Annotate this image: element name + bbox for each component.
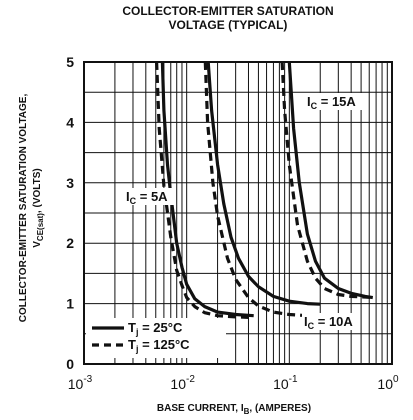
y-tick-label: 2 [66,235,74,251]
x-tick-label: 10-3 [68,374,93,392]
series-line-3 [203,61,321,318]
x-axis-label: BASE CURRENT, IB, (AMPERES) [157,403,311,416]
series-line-5 [280,61,373,300]
legend: Tj = 25°C Tj = 125°C [86,318,226,358]
series-group [155,61,374,320]
svg-text:COLLECTOR-EMITTER SATURATION V: COLLECTOR-EMITTER SATURATION VOLTAGE, [18,94,29,323]
chart-title-line1: COLLECTOR-EMITTER SATURATION [122,4,333,18]
x-axis-label-unit: , (AMPERES) [249,403,311,414]
y-axis-symbol-sub: CE(sat) [36,213,45,241]
y-tick-label: 3 [66,175,74,191]
svg-text:VCE(sat), (VOLTS): VCE(sat), (VOLTS) [32,168,45,248]
y-tick-label: 1 [66,296,74,312]
series-line-2 [206,61,321,306]
y-axis-symbol: V [32,241,43,248]
plot-frame [83,61,393,365]
tick-labels: 0 1 2 3 4 5 10-3 10-2 10-1 100 [66,54,399,392]
annotation-ic-15a: IC = 15A [305,93,363,111]
svg-text:IC = 10A: IC = 10A [304,314,353,331]
x-axis-label-sub: B [244,407,250,416]
x-axis-label-main: BASE CURRENT, I [157,403,244,414]
x-tick-label: 10-2 [170,374,195,392]
svg-text:IC = 5A: IC = 5A [126,189,168,206]
series-line-0 [160,61,254,318]
legend-item-125c: Tj = 125°C [128,337,190,354]
legend-item-25c: Tj = 25°C [128,320,183,337]
y-axis-label-main: COLLECTOR-EMITTER SATURATION VOLTAGE, [18,94,29,323]
x-tick-label: 100 [377,374,399,392]
y-axis-label: COLLECTOR-EMITTER SATURATION VOLTAGE, VC… [18,94,45,323]
curve-annotations: IC = 5A IC = 10A IC = 15A [124,93,363,331]
annotation-ic-10a: IC = 10A [302,313,360,331]
y-axis-unit: , (VOLTS) [32,168,43,213]
series-line-4 [287,61,374,300]
y-tick-label: 0 [66,356,74,372]
y-tick-label: 5 [66,54,74,70]
x-tick-label: 10-1 [273,374,298,392]
annotation-ic-5a: IC = 5A [124,188,176,206]
series-line-1 [155,61,254,320]
svg-text:IC = 15A: IC = 15A [307,94,356,111]
chart-title-line2: VOLTAGE (TYPICAL) [169,18,288,32]
y-tick-label: 4 [66,114,74,130]
